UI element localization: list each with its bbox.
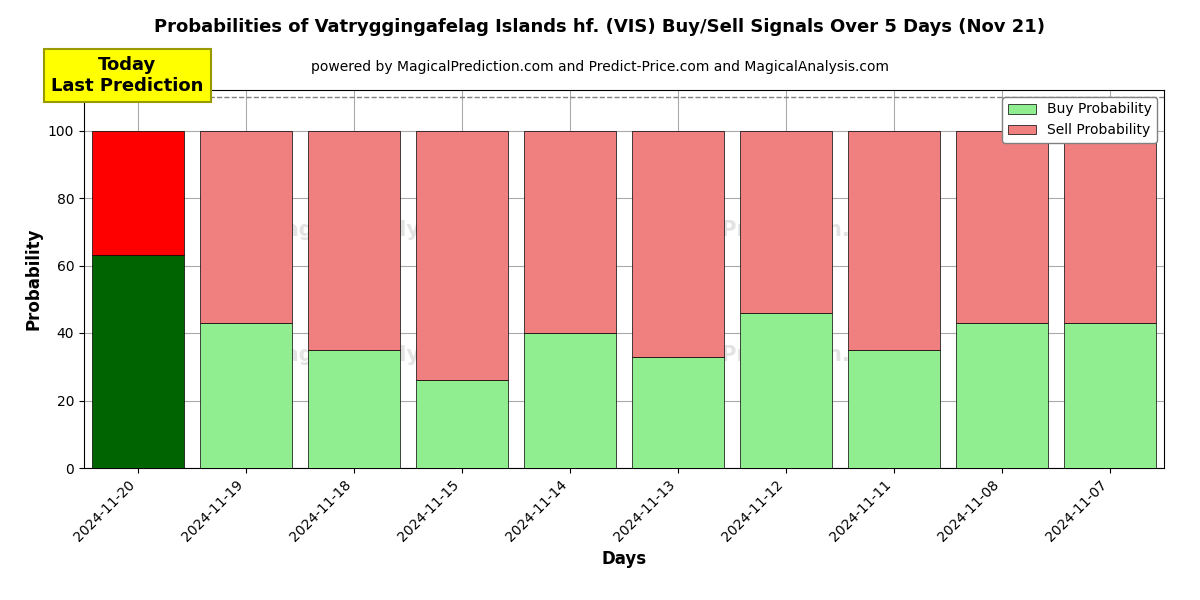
Bar xyxy=(92,256,184,468)
Bar xyxy=(416,380,508,468)
Bar xyxy=(92,130,184,256)
Bar xyxy=(416,130,508,380)
Bar xyxy=(956,130,1048,323)
Bar xyxy=(848,350,940,468)
Bar xyxy=(1064,323,1156,468)
Bar xyxy=(200,130,292,323)
Text: MagicalAnalysis.com: MagicalAnalysis.com xyxy=(264,220,509,240)
Text: MagicalPrediction.com: MagicalPrediction.com xyxy=(631,220,898,240)
Bar xyxy=(308,350,400,468)
Bar xyxy=(1064,130,1156,323)
Legend: Buy Probability, Sell Probability: Buy Probability, Sell Probability xyxy=(1002,97,1157,143)
Bar xyxy=(956,323,1048,468)
Bar xyxy=(740,130,832,313)
Bar xyxy=(524,130,616,333)
Y-axis label: Probability: Probability xyxy=(24,228,42,330)
Text: MagicalAnalysis.com: MagicalAnalysis.com xyxy=(264,344,509,365)
Bar xyxy=(632,356,724,468)
X-axis label: Days: Days xyxy=(601,550,647,568)
Text: powered by MagicalPrediction.com and Predict-Price.com and MagicalAnalysis.com: powered by MagicalPrediction.com and Pre… xyxy=(311,60,889,74)
Text: Today
Last Prediction: Today Last Prediction xyxy=(52,56,203,95)
Bar xyxy=(632,130,724,356)
Bar xyxy=(200,323,292,468)
Bar xyxy=(848,130,940,350)
Bar xyxy=(308,130,400,350)
Text: MagicalPrediction.com: MagicalPrediction.com xyxy=(631,344,898,365)
Bar xyxy=(740,313,832,468)
Bar xyxy=(524,333,616,468)
Text: Probabilities of Vatryggingafelag Islands hf. (VIS) Buy/Sell Signals Over 5 Days: Probabilities of Vatryggingafelag Island… xyxy=(155,18,1045,36)
